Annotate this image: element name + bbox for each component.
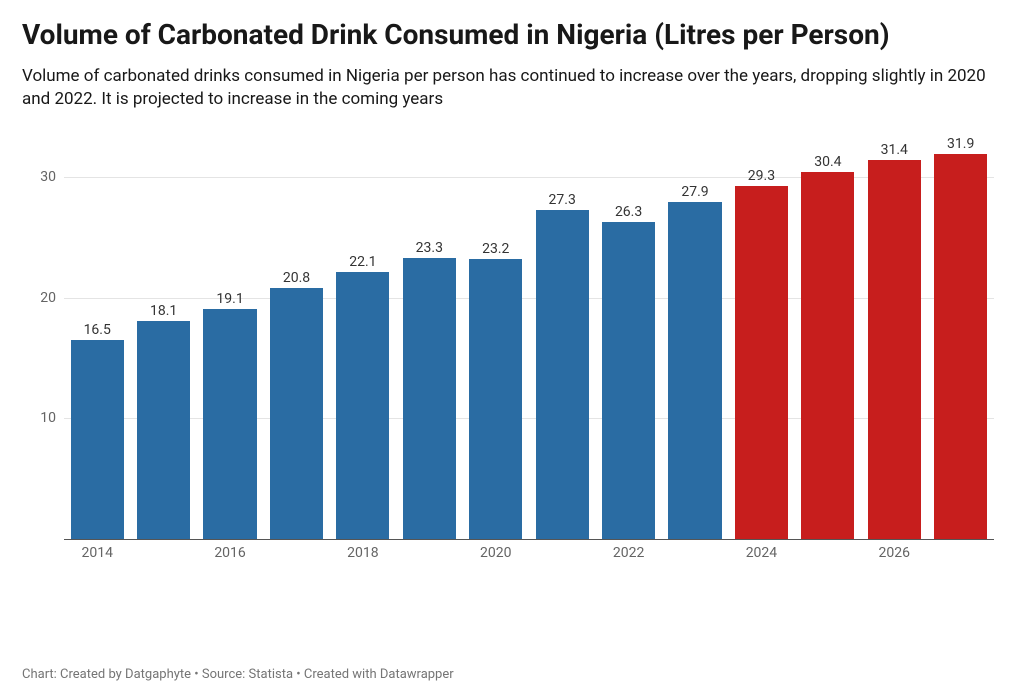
bar-slot: 27.9 xyxy=(662,129,728,539)
bar-value-label: 27.9 xyxy=(681,184,708,200)
bar-value-label: 26.3 xyxy=(615,204,642,220)
bar xyxy=(536,210,589,539)
chart-footer: Chart: Created by Datgaphyte • Source: S… xyxy=(22,667,1002,682)
bar-slot: 27.3 xyxy=(529,129,595,539)
bar-value-label: 29.3 xyxy=(748,168,775,184)
bar-slot: 20.8 xyxy=(263,129,329,539)
chart-subtitle: Volume of carbonated drinks consumed in … xyxy=(22,65,1002,111)
y-tick-label: 30 xyxy=(40,169,56,185)
chart-container: Volume of Carbonated Drink Consumed in N… xyxy=(0,0,1024,694)
chart-area: 10 20 30 16.5 18.1 19.1 20.8 22.1 23.3 23.2 27.3 2… xyxy=(22,129,1002,655)
x-tick-label: 2022 xyxy=(595,545,661,561)
bar-slot: 22.1 xyxy=(330,129,396,539)
bar-slot: 23.2 xyxy=(463,129,529,539)
x-tick-label: 2024 xyxy=(728,545,794,561)
x-tick-label: 2026 xyxy=(861,545,927,561)
x-tick-label: 2016 xyxy=(197,545,263,561)
bar xyxy=(403,258,456,539)
x-axis-baseline xyxy=(64,539,994,540)
bar xyxy=(735,186,788,539)
bar-value-label: 22.1 xyxy=(349,254,376,270)
bar-slot: 26.3 xyxy=(595,129,661,539)
bar-value-label: 31.4 xyxy=(881,142,908,158)
bar-value-label: 23.2 xyxy=(482,241,509,257)
bar-value-label: 16.5 xyxy=(84,322,111,338)
bar-slot: 29.3 xyxy=(728,129,794,539)
bar xyxy=(469,259,522,539)
y-tick-label: 20 xyxy=(40,290,56,306)
x-tick-label xyxy=(130,545,196,561)
x-tick-label xyxy=(529,545,595,561)
x-axis-labels: 2014 2016 2018 2020 2022 2024 2026 xyxy=(64,545,994,561)
plot-region: 102030 16.518.119.120.822.123.323.227.32… xyxy=(64,129,994,539)
bar-slot: 23.3 xyxy=(396,129,462,539)
bar xyxy=(137,321,190,539)
x-tick-label xyxy=(795,545,861,561)
bar xyxy=(934,154,987,539)
x-tick-label: 2020 xyxy=(463,545,529,561)
bar xyxy=(203,309,256,539)
x-tick-label xyxy=(396,545,462,561)
x-tick-label xyxy=(263,545,329,561)
bar xyxy=(270,288,323,539)
bar xyxy=(336,272,389,539)
bar-value-label: 23.3 xyxy=(416,240,443,256)
bar-slot: 18.1 xyxy=(130,129,196,539)
x-tick-label: 2014 xyxy=(64,545,130,561)
bar xyxy=(668,202,721,538)
bar-slot: 19.1 xyxy=(197,129,263,539)
bar-value-label: 30.4 xyxy=(814,154,841,170)
bar-value-label: 18.1 xyxy=(150,303,177,319)
bar-value-label: 27.3 xyxy=(549,192,576,208)
x-tick-label: 2018 xyxy=(330,545,396,561)
bar xyxy=(602,222,655,539)
x-tick-label xyxy=(927,545,993,561)
bar-slot: 30.4 xyxy=(795,129,861,539)
bar xyxy=(71,340,124,539)
bar-value-label: 19.1 xyxy=(216,291,243,307)
bar-value-label: 20.8 xyxy=(283,270,310,286)
bar xyxy=(801,172,854,539)
bar-value-label: 31.9 xyxy=(947,136,974,152)
bar-slot: 16.5 xyxy=(64,129,130,539)
bar-slot: 31.9 xyxy=(927,129,993,539)
x-tick-label xyxy=(662,545,728,561)
bars-group: 16.5 18.1 19.1 20.8 22.1 23.3 23.2 27.3 26.3 27.9… xyxy=(64,129,994,539)
y-tick-label: 10 xyxy=(40,410,56,426)
bar xyxy=(868,160,921,539)
bar-slot: 31.4 xyxy=(861,129,927,539)
chart-title: Volume of Carbonated Drink Consumed in N… xyxy=(22,18,1002,51)
